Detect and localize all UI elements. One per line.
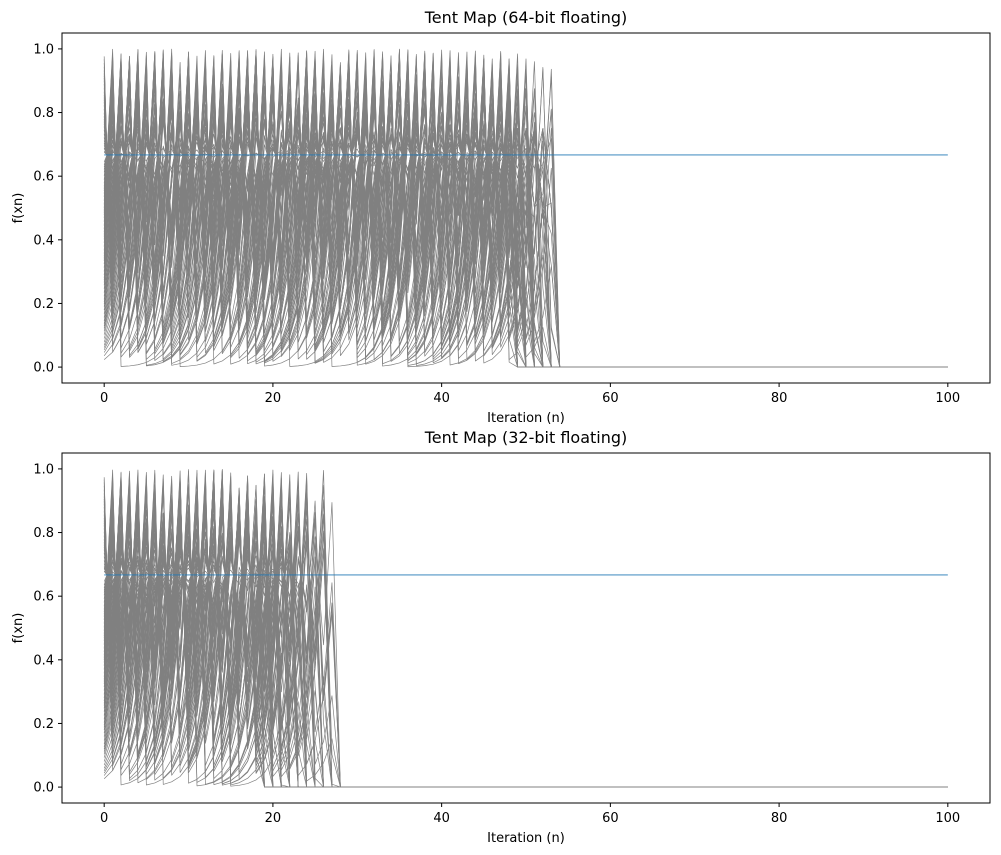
y-tick-label: 0.6 [33,590,54,605]
chart-panel-32bit: Tent Map (32-bit floating) 0 20 40 60 80 100 … [11,428,991,846]
x-tick-label: 80 [771,391,788,406]
y-tick-label: 1.0 [33,462,54,477]
y-tick-label: 0.0 [33,361,54,376]
x-axis-ticks: 0 20 40 60 80 100 [100,803,960,826]
x-axis-label: Iteration (n) [487,831,565,846]
y-tick-label: 0.4 [33,653,54,668]
x-axis-label: Iteration (n) [487,411,565,426]
trajectory-line [103,49,948,368]
x-tick-label: 0 [100,811,108,826]
y-tick-label: 1.0 [33,42,54,57]
x-tick-label: 80 [771,811,788,826]
y-tick-label: 0.0 [33,781,54,796]
x-tick-label: 100 [935,391,960,406]
plot-frame [61,32,991,384]
chart-title: Tent Map (64-bit floating) [424,8,628,27]
plot-frame [61,452,991,804]
y-axis-ticks: 0.0 0.2 0.4 0.6 0.8 1.0 [33,42,62,376]
x-tick-label: 20 [265,391,282,406]
x-tick-label: 100 [935,811,960,826]
y-tick-label: 0.2 [33,717,54,732]
y-tick-label: 0.4 [33,233,54,248]
trajectory-lines [103,48,948,368]
chart-panel-64bit: Tent Map (64-bit floating) 0 20 40 60 80 100 … [11,8,991,426]
x-tick-label: 0 [100,391,108,406]
y-tick-label: 0.8 [33,526,54,541]
x-tick-label: 60 [602,811,619,826]
x-tick-label: 40 [433,391,450,406]
x-axis-ticks: 0 20 40 60 80 100 [100,383,960,406]
x-tick-label: 60 [602,391,619,406]
x-tick-label: 20 [265,811,282,826]
y-tick-label: 0.2 [33,297,54,312]
trajectory-line [103,477,948,788]
y-tick-label: 0.6 [33,170,54,185]
chart-title: Tent Map (32-bit floating) [424,428,628,447]
trajectory-lines [103,469,948,788]
y-axis-ticks: 0.0 0.2 0.4 0.6 0.8 1.0 [33,462,62,796]
y-axis-label: f(xn) [11,193,26,224]
y-axis-label: f(xn) [11,613,26,644]
y-tick-label: 0.8 [33,106,54,121]
x-tick-label: 40 [433,811,450,826]
